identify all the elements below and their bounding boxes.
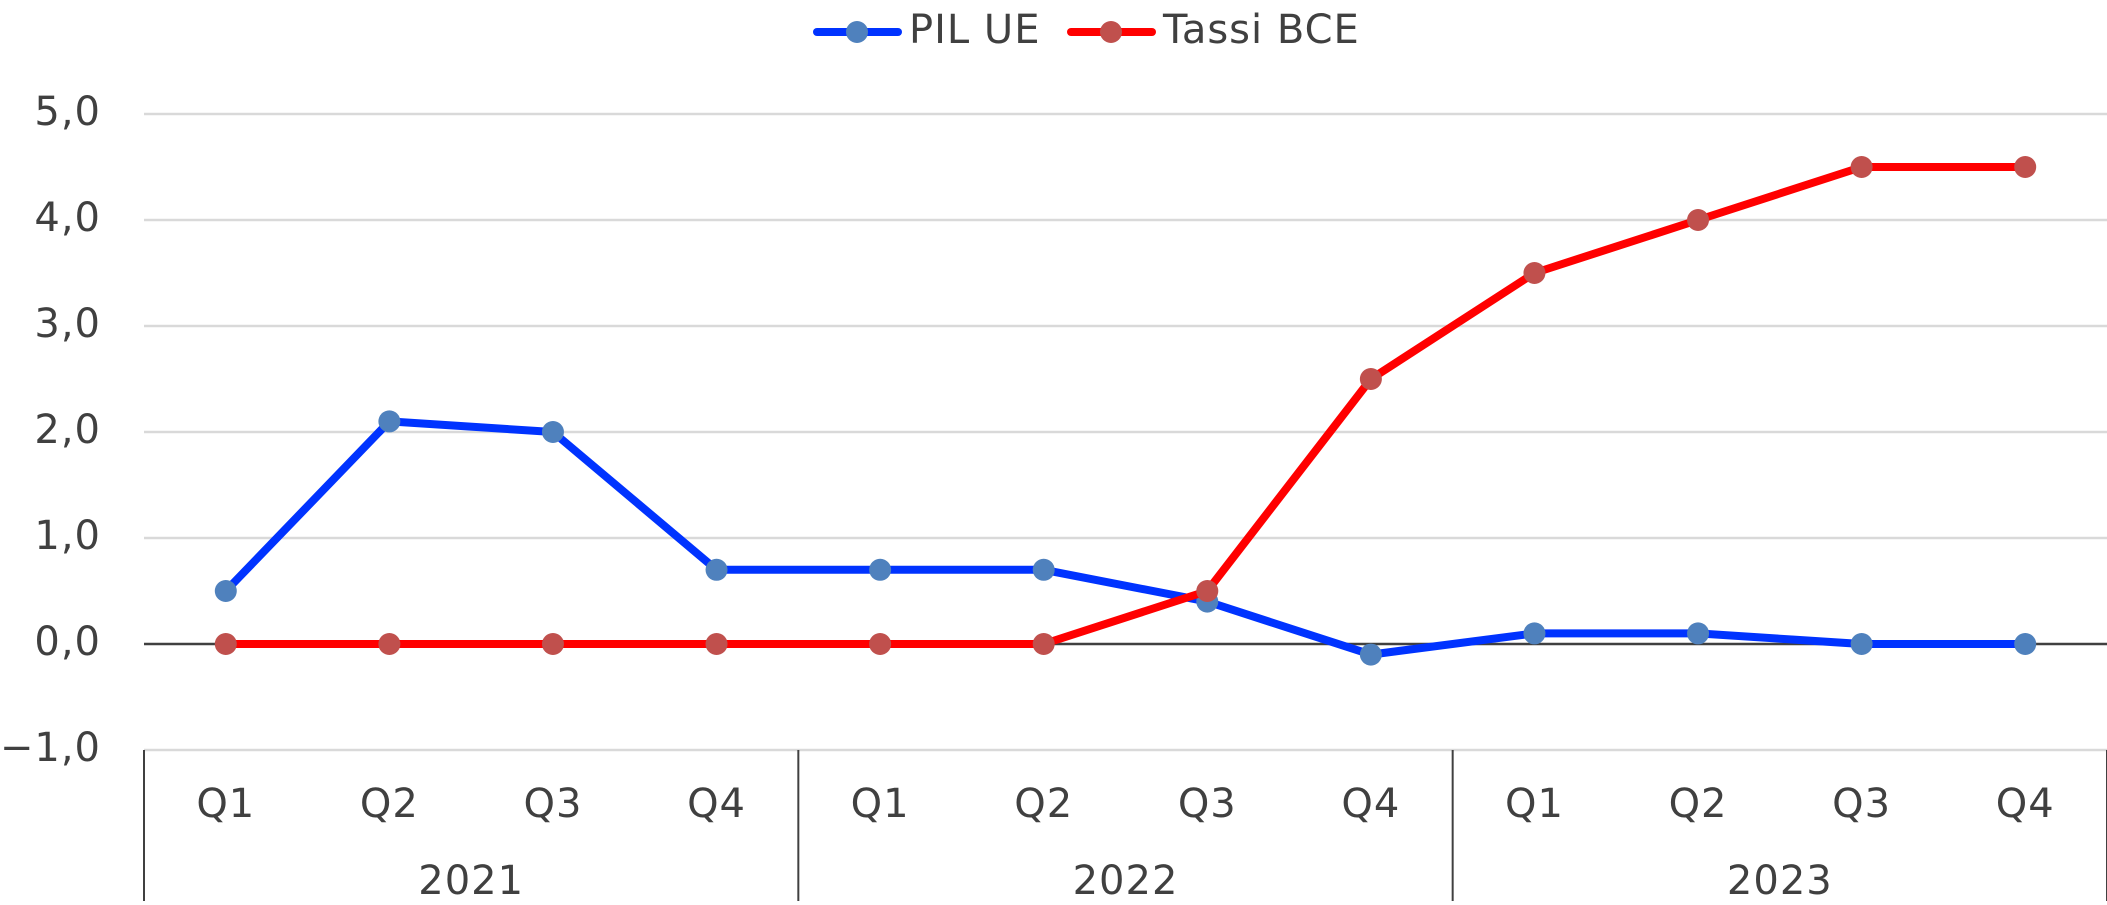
data-point — [1523, 262, 1546, 284]
data-point — [1687, 622, 1710, 645]
data-point — [1687, 209, 1710, 231]
x-group-label: 2022 — [1073, 858, 1179, 901]
data-point — [705, 558, 728, 581]
y-tick-label: −1,0 — [0, 725, 101, 771]
data-point — [1850, 156, 1873, 178]
x-tick-label: Q4 — [687, 781, 746, 827]
y-tick-label: 3,0 — [34, 301, 101, 347]
legend-label: Tassi BCE — [1162, 7, 1360, 53]
legend-marker — [846, 21, 868, 43]
data-point — [1359, 368, 1382, 390]
data-point — [869, 633, 892, 655]
legend-marker — [1100, 21, 1122, 43]
x-tick-label: Q4 — [1341, 781, 1400, 827]
data-point — [1196, 580, 1219, 602]
x-tick-label: Q4 — [1996, 781, 2055, 827]
y-tick-label: 2,0 — [34, 407, 101, 453]
x-tick-label: Q3 — [1832, 781, 1891, 827]
x-tick-label: Q2 — [360, 781, 419, 827]
x-group-label: 2023 — [1727, 858, 1833, 901]
series-line — [225, 163, 2026, 648]
data-point — [541, 421, 564, 443]
series-line — [222, 417, 2026, 659]
legend-label: PIL UE — [909, 7, 1040, 53]
x-tick-label: Q1 — [1505, 781, 1564, 827]
data-point — [214, 633, 237, 655]
data-point — [2014, 633, 2037, 655]
data-point — [1850, 633, 1873, 655]
data-point — [1523, 622, 1546, 645]
data-point — [378, 633, 401, 655]
data-point — [2014, 156, 2037, 178]
data-point — [869, 558, 892, 581]
data-point — [1359, 643, 1382, 666]
data-point — [1032, 633, 1055, 655]
x-tick-label: Q2 — [1014, 781, 1073, 827]
x-tick-label: Q1 — [196, 781, 255, 827]
x-tick-label: Q3 — [1178, 781, 1237, 827]
data-point — [214, 580, 237, 602]
data-point — [705, 633, 728, 655]
x-tick-label: Q1 — [851, 781, 910, 827]
y-tick-label: 5,0 — [34, 89, 101, 135]
data-point — [541, 633, 564, 655]
x-group-label: 2021 — [418, 858, 524, 901]
x-tick-label: Q2 — [1669, 781, 1728, 827]
data-point — [1032, 558, 1055, 581]
y-tick-label: 1,0 — [34, 513, 101, 559]
y-tick-label: 4,0 — [34, 195, 101, 241]
data-point — [378, 410, 401, 433]
x-tick-label: Q3 — [523, 781, 582, 827]
y-tick-label: 0,0 — [34, 619, 101, 665]
